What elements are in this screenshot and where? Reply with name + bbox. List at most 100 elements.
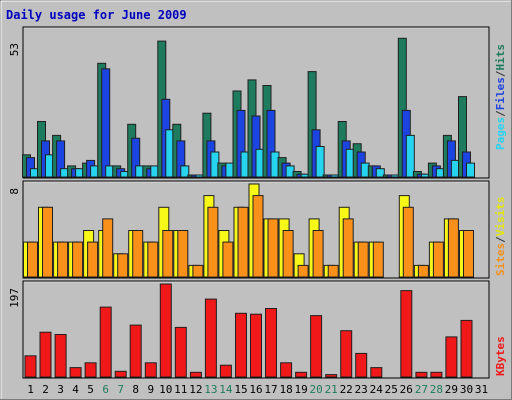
bar-kbytes-day-11 <box>174 326 187 378</box>
bar-kbytes-day-2 <box>39 331 52 378</box>
bar-kbytes-day-15 <box>235 312 247 378</box>
bar-kbytes-day-20 <box>310 315 323 378</box>
bar-kbytes-day-26 <box>400 290 413 378</box>
bar-kbytes-day-21 <box>325 374 338 378</box>
bar-sites-day-29 <box>447 218 459 278</box>
x-tick-label-day-16: 16 <box>249 383 262 396</box>
bar-sites-day-15 <box>237 206 249 278</box>
bar-sites-day-27 <box>417 264 429 278</box>
bar-kbytes-day-16 <box>250 313 262 378</box>
x-tick-label-day-1: 1 <box>27 383 34 396</box>
bar-sites-day-30 <box>463 230 474 278</box>
x-tick-label-day-5: 5 <box>87 383 94 396</box>
x-tick-label-day-22: 22 <box>340 383 353 396</box>
bar-sites-day-7 <box>117 253 129 278</box>
x-tick-label-day-27: 27 <box>415 383 428 396</box>
bar-kbytes-day-7 <box>114 370 127 378</box>
bar-sites-day-5 <box>87 241 99 278</box>
bar-sites-day-8 <box>132 230 144 278</box>
legend-hits: Hits <box>494 44 507 71</box>
bar-kbytes-day-22 <box>340 330 353 378</box>
x-tick-label-day-12: 12 <box>189 383 202 396</box>
x-tick-label-day-14: 14 <box>219 383 233 396</box>
bar-kbytes-day-27 <box>415 371 428 378</box>
panel-2-ymax-label: 8 <box>8 188 21 195</box>
legend-pages: Pages <box>494 117 507 150</box>
bar-sites-day-1 <box>27 241 38 278</box>
x-tick-label-day-2: 2 <box>42 383 49 396</box>
legend-panel-2: Sites/Visits <box>494 197 507 277</box>
bar-kbytes-day-3 <box>54 334 67 378</box>
bar-sites-day-14 <box>222 241 234 278</box>
bar-kbytes-day-19 <box>295 371 308 378</box>
bar-files-day-6 <box>101 68 111 178</box>
legend-sep-3: / <box>494 236 507 243</box>
bar-sites-day-26 <box>402 206 414 278</box>
x-tick-label-day-26: 26 <box>400 383 413 396</box>
x-tick-label-day-9: 9 <box>147 383 154 396</box>
bar-sites-day-28 <box>432 241 444 278</box>
x-tick-label-day-11: 11 <box>174 383 187 396</box>
x-tick-label-day-7: 7 <box>117 383 124 396</box>
bar-sites-day-20 <box>312 230 324 278</box>
legend-sep-1: / <box>494 110 507 117</box>
x-tick-label-day-24: 24 <box>370 383 384 396</box>
bar-pages-day-11 <box>180 165 190 178</box>
legend-files: Files <box>494 77 507 110</box>
bar-kbytes-day-13 <box>204 298 217 378</box>
bar-sites-day-10 <box>162 230 174 278</box>
bar-sites-day-21 <box>327 264 339 278</box>
x-tick-label-day-4: 4 <box>72 383 79 396</box>
x-tick-label-day-18: 18 <box>279 383 292 396</box>
x-tick-label-day-29: 29 <box>445 383 458 396</box>
legend-sites: Sites <box>494 243 507 276</box>
bar-kbytes-day-4 <box>69 367 82 378</box>
svg-text:Sites/Visits: Sites/Visits <box>494 197 507 277</box>
panel-3: 197 <box>8 280 490 379</box>
bar-sites-day-12 <box>192 264 204 278</box>
x-axis-labels: 1 2 3 4 5 6 7 8 9 10 11 12 13 14 15 16 17 18 19 20 21 22 23 24 2… <box>27 383 488 396</box>
bar-kbytes-day-12 <box>189 371 202 378</box>
x-tick-label-day-30: 30 <box>460 383 473 396</box>
bar-kbytes-day-1 <box>24 355 37 378</box>
bar-kbytes-day-23 <box>355 352 368 378</box>
bar-sites-day-17 <box>267 218 279 278</box>
bar-sites-day-19 <box>297 264 309 278</box>
legend-panel-3: KBytes <box>494 336 507 376</box>
bar-kbytes-day-14 <box>219 364 232 378</box>
chart-title: Daily usage for June 2009 <box>6 8 187 22</box>
bar-kbytes-day-9 <box>144 362 157 378</box>
x-tick-label-day-17: 17 <box>264 383 277 396</box>
bar-kbytes-day-6 <box>99 306 112 378</box>
bar-pages-day-30 <box>466 162 475 178</box>
x-tick-label-day-25: 25 <box>385 383 398 396</box>
panel-1-ymax-label: 53 <box>8 43 21 56</box>
bar-kbytes-day-10 <box>159 283 172 378</box>
x-tick-label-day-10: 10 <box>159 383 172 396</box>
legend-panel-1: Pages/Files/Hits <box>494 44 507 150</box>
x-tick-label-day-13: 13 <box>204 383 217 396</box>
legend-sep-2: / <box>494 70 507 77</box>
x-tick-label-day-19: 19 <box>294 383 307 396</box>
panel-2: 8 <box>8 180 490 279</box>
bar-kbytes-day-8 <box>129 324 142 378</box>
bar-kbytes-day-18 <box>280 362 293 378</box>
bar-sites-day-23 <box>357 241 369 278</box>
x-tick-label-day-8: 8 <box>132 383 139 396</box>
x-tick-label-day-15: 15 <box>234 383 247 396</box>
bar-kbytes-day-30 <box>460 319 473 378</box>
bar-sites-day-13 <box>207 206 219 278</box>
x-tick-label-day-20: 20 <box>309 383 322 396</box>
bar-sites-day-4 <box>72 241 84 278</box>
bar-sites-day-2 <box>42 206 53 278</box>
bar-kbytes-day-24 <box>370 367 383 378</box>
x-tick-label-day-31: 31 <box>475 383 488 396</box>
bar-sites-day-16 <box>252 195 264 278</box>
bar-sites-day-6 <box>102 218 114 278</box>
panels-group: 53 8 197 <box>8 26 490 379</box>
legend-kbytes: KBytes <box>494 336 507 376</box>
bar-kbytes-day-28 <box>430 371 443 378</box>
x-tick-label-day-21: 21 <box>325 383 338 396</box>
bar-sites-day-24 <box>372 241 384 278</box>
